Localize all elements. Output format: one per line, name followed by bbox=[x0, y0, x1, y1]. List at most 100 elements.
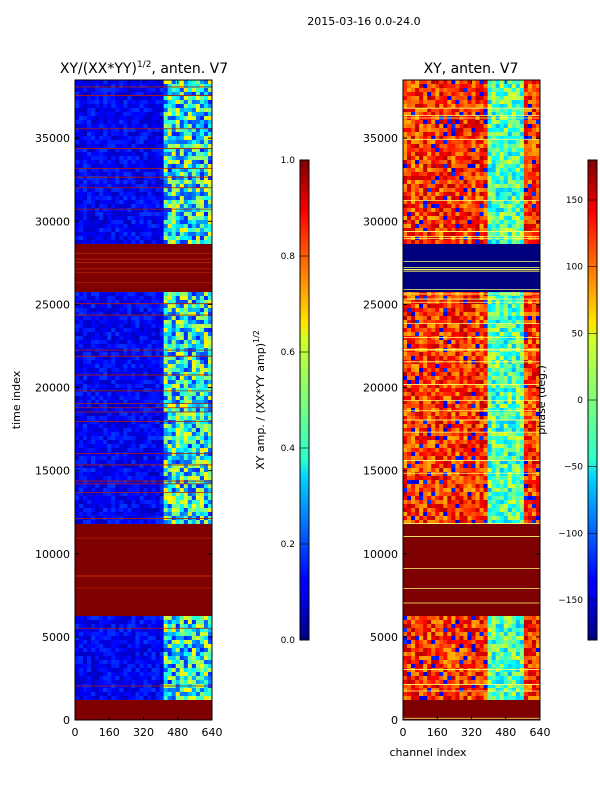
heatmap-cell bbox=[199, 404, 205, 409]
heatmap-cell bbox=[207, 436, 212, 441]
heatmap-cell bbox=[79, 500, 84, 505]
heatmap-cell bbox=[411, 84, 416, 89]
heatmap-cell bbox=[123, 456, 128, 461]
heatmap-cell bbox=[123, 428, 128, 433]
heatmap-cell bbox=[179, 660, 185, 665]
heatmap-cell bbox=[131, 372, 137, 377]
heatmap-cell bbox=[79, 680, 84, 685]
heatmap-cell bbox=[143, 120, 149, 125]
heatmap-cell bbox=[443, 84, 448, 89]
heatmap-cell bbox=[207, 388, 212, 393]
heatmap-cell bbox=[175, 224, 181, 229]
heatmap-cell bbox=[143, 108, 149, 113]
heatmap-cell bbox=[183, 236, 189, 241]
heatmap-cell bbox=[183, 240, 189, 245]
heatmap-cell bbox=[123, 296, 128, 301]
amplitude-colorbar-label: XY amp. / (XX*YY amp)1/2 bbox=[252, 330, 267, 470]
heatmap-cell bbox=[151, 432, 157, 437]
heatmap-cell bbox=[167, 328, 173, 333]
heatmap-cell bbox=[111, 196, 116, 201]
heatmap-cell bbox=[427, 148, 432, 153]
heatmap-cell bbox=[147, 368, 153, 373]
heatmap-cell bbox=[463, 132, 469, 137]
heatmap-cell bbox=[115, 640, 120, 645]
heatmap-cell bbox=[207, 144, 212, 149]
heatmap-cell bbox=[499, 152, 505, 157]
heatmap-cell bbox=[123, 672, 128, 677]
heatmap-cell bbox=[403, 128, 408, 133]
heatmap-cell bbox=[143, 404, 149, 409]
heatmap-cell bbox=[139, 328, 145, 333]
heatmap-cell bbox=[171, 88, 177, 93]
heatmap-cell bbox=[151, 140, 157, 145]
heatmap-cell bbox=[535, 100, 540, 105]
heatmap-cell bbox=[95, 152, 100, 157]
heatmap-cell bbox=[159, 112, 165, 117]
heatmap-cell bbox=[175, 500, 181, 505]
heatmap-cell bbox=[175, 368, 181, 373]
heatmap-cell bbox=[75, 116, 80, 121]
heatmap-cell bbox=[175, 460, 181, 465]
heatmap-cell bbox=[519, 132, 525, 137]
heatmap-cell bbox=[191, 100, 197, 105]
heatmap-cell bbox=[151, 464, 157, 469]
heatmap-cell bbox=[143, 408, 149, 413]
heatmap-cell bbox=[83, 240, 88, 245]
heatmap-cell bbox=[179, 656, 185, 661]
heatmap-cell bbox=[519, 84, 525, 89]
heatmap-cell bbox=[127, 320, 133, 325]
heatmap-cell bbox=[187, 164, 193, 169]
heatmap-cell bbox=[127, 460, 133, 465]
heatmap-cell bbox=[203, 412, 209, 417]
heatmap-cell bbox=[95, 452, 100, 457]
heatmap-cell bbox=[155, 420, 161, 425]
heatmap-cell bbox=[203, 204, 209, 209]
heatmap-cell bbox=[139, 380, 145, 385]
heatmap-cell bbox=[107, 164, 112, 169]
heatmap-cell bbox=[183, 128, 189, 133]
heatmap-cell bbox=[131, 416, 137, 421]
heatmap-cell bbox=[155, 124, 161, 129]
heatmap-cell bbox=[135, 680, 141, 685]
heatmap-cell bbox=[83, 400, 88, 405]
heatmap-cell bbox=[143, 312, 149, 317]
heatmap-cell bbox=[151, 664, 157, 669]
heatmap-cell bbox=[175, 220, 181, 225]
heatmap-cell bbox=[183, 652, 189, 657]
heatmap-cell bbox=[79, 440, 84, 445]
heatmap-cell bbox=[95, 128, 100, 133]
heatmap-cell bbox=[147, 512, 153, 517]
heatmap-cell bbox=[195, 100, 201, 105]
heatmap-cell bbox=[159, 456, 165, 461]
heatmap-cell bbox=[183, 476, 189, 481]
heatmap-cell bbox=[155, 636, 161, 641]
heatmap-cell bbox=[495, 108, 501, 113]
heatmap-cell bbox=[107, 396, 112, 401]
heatmap-cell bbox=[479, 112, 485, 117]
heatmap-cell bbox=[187, 200, 193, 205]
heatmap-cell bbox=[183, 304, 189, 309]
heatmap-cell bbox=[127, 492, 133, 497]
heatmap-cell bbox=[87, 620, 92, 625]
heatmap-cell bbox=[127, 636, 133, 641]
heatmap-cell bbox=[459, 120, 465, 125]
heatmap-cell bbox=[79, 344, 84, 349]
heatmap-cell bbox=[115, 492, 120, 497]
heatmap-cell bbox=[95, 392, 100, 397]
heatmap-cell bbox=[99, 468, 104, 473]
heatmap-cell bbox=[87, 392, 92, 397]
heatmap-cell bbox=[99, 148, 104, 153]
heatmap-cell bbox=[119, 192, 124, 197]
heatmap-cell bbox=[119, 332, 124, 337]
heatmap-cell bbox=[123, 328, 128, 333]
heatmap-cell bbox=[99, 304, 104, 309]
heatmap-cell bbox=[187, 512, 193, 517]
heatmap-cell bbox=[175, 312, 181, 317]
heatmap-cell bbox=[535, 140, 540, 145]
heatmap-cell bbox=[179, 412, 185, 417]
heatmap-cell bbox=[83, 664, 88, 669]
heatmap-cell bbox=[131, 116, 137, 121]
heatmap-cell bbox=[195, 316, 201, 321]
heatmap-cell bbox=[131, 156, 137, 161]
heatmap-cell bbox=[123, 168, 128, 173]
